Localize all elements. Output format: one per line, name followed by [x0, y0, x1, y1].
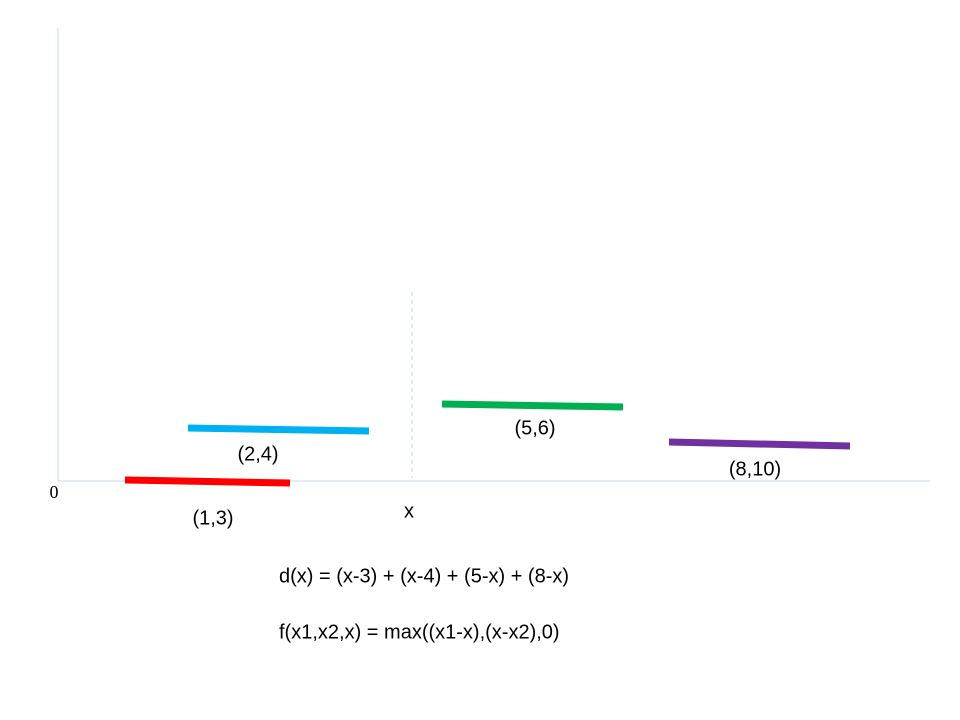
segment — [441, 400, 624, 411]
origin-label: 0 — [50, 482, 59, 502]
x-label: x — [404, 500, 414, 522]
segment — [124, 476, 291, 487]
segment-label: (8,10) — [729, 458, 781, 480]
segment-label: (1,3) — [192, 507, 233, 529]
segment-label: (5,6) — [514, 417, 555, 439]
segment — [187, 424, 370, 435]
segment — [668, 438, 851, 450]
formula: d(x) = (x-3) + (x-4) + (5-x) + (8-x) — [279, 565, 569, 587]
formula: f(x1,x2,x) = max((x1-x),(x-x2),0) — [279, 621, 560, 643]
segment-label: (2,4) — [237, 443, 278, 465]
